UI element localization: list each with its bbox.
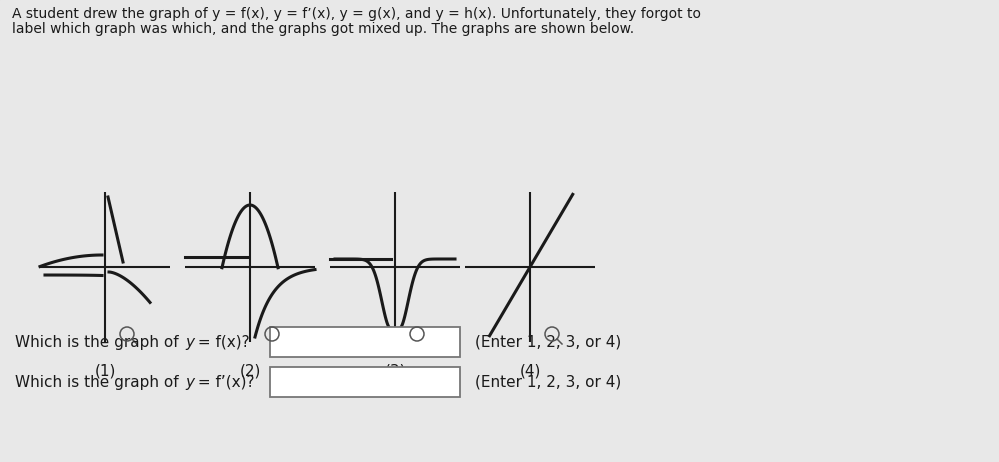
Text: Which is the graph of: Which is the graph of [15,334,184,349]
Text: (3): (3) [385,364,406,379]
FancyBboxPatch shape [270,327,460,357]
Text: (1): (1) [94,364,116,379]
Text: (Enter 1, 2, 3, or 4): (Enter 1, 2, 3, or 4) [475,375,621,389]
Text: y: y [185,334,194,349]
Text: Which is the graph of: Which is the graph of [15,375,184,389]
Text: A student drew the graph of y = f(x), y = f’(x), y = g(x), and y = h(x). Unfortu: A student drew the graph of y = f(x), y … [12,7,701,21]
Text: (2): (2) [240,364,261,379]
FancyBboxPatch shape [270,367,460,397]
Text: (4): (4) [519,364,540,379]
Text: (Enter 1, 2, 3, or 4): (Enter 1, 2, 3, or 4) [475,334,621,349]
Text: y: y [185,375,194,389]
Text: = f’(x)?: = f’(x)? [193,375,255,389]
Text: label which graph was which, and the graphs got mixed up. The graphs are shown b: label which graph was which, and the gra… [12,22,634,36]
Text: = f(x)?: = f(x)? [193,334,250,349]
